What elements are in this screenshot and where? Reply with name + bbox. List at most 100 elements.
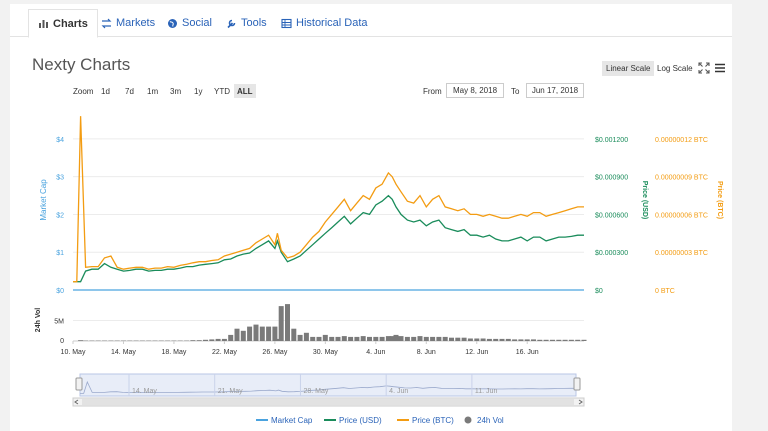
tab-charts[interactable]: Charts [28, 9, 98, 38]
volume-bar [512, 339, 518, 341]
x-axis-tick: 22. May [212, 349, 237, 356]
volume-bar [480, 338, 486, 341]
navigator-tick: 14. May [132, 388, 157, 395]
fullscreen-icon[interactable] [698, 62, 710, 74]
zoom-all-button[interactable]: ALL [234, 84, 256, 98]
to-date-input[interactable]: Jun 17, 2018 [526, 83, 584, 98]
left-axis-tick: $1 [56, 250, 64, 257]
volume-bar [499, 338, 505, 341]
scroll-left-arrow-icon [74, 399, 79, 405]
volume-bar [556, 339, 562, 341]
volume-bar [373, 336, 379, 341]
volume-bar [234, 328, 240, 341]
btc-axis-tick: 0.00000006 BTC [655, 212, 708, 219]
volume-bar [423, 336, 429, 341]
volume-bar [285, 304, 290, 341]
from-label: From [423, 87, 442, 96]
volume-bar [568, 339, 574, 341]
zoom-7d-button[interactable]: 7d [125, 86, 134, 96]
volume-bar [341, 336, 347, 341]
volume-bar [278, 306, 284, 341]
volume-bar [240, 330, 246, 342]
volume-axis-tick: 0 [60, 338, 64, 345]
zoom-1m-button[interactable]: 1m [147, 86, 159, 96]
volume-bar [436, 336, 442, 341]
navigator-tick: 21. May [218, 388, 243, 395]
zoom-1y-button[interactable]: 1y [194, 86, 203, 96]
page-title: Nexty Charts [32, 55, 131, 74]
volume-bar [228, 334, 234, 341]
volume-bar [322, 334, 328, 341]
tab-label: Historical Data [296, 17, 368, 29]
volume-axis-tick: 5M [54, 319, 64, 326]
tab-label: Charts [53, 17, 88, 30]
zoom-3m-button[interactable]: 3m [170, 86, 182, 96]
log-scale-button[interactable]: Log Scale [657, 64, 693, 73]
tab-label: Social [182, 17, 212, 29]
wrench-icon [227, 19, 236, 28]
legend-item[interactable]: 24h Vol [477, 416, 504, 425]
left-axis-title: Market Cap [39, 179, 48, 221]
volume-bar [310, 336, 316, 341]
volume-bar [449, 337, 454, 341]
usd-axis-tick: $0 [595, 288, 603, 295]
volume-bar [537, 339, 543, 341]
btc-axis-tick: 0 BTC [655, 288, 675, 295]
volume-axis-title: 24h Vol [35, 308, 42, 332]
x-axis-tick: 4. Jun [366, 349, 385, 356]
volume-bar [190, 340, 196, 341]
volume-bar [209, 339, 215, 341]
btc-axis-tick: 0.00000009 BTC [655, 175, 708, 182]
volume-bar [316, 336, 322, 341]
navigator-tick: 28. May [303, 388, 328, 395]
volume-bar [581, 339, 587, 341]
navigator-left-handle[interactable] [75, 377, 83, 391]
tab-social[interactable]: Social [158, 9, 221, 37]
from-date-input[interactable]: May 8, 2018 [446, 83, 504, 98]
legend-item[interactable]: Price (BTC) [412, 416, 454, 425]
btc-axis-tick: 0.00000003 BTC [655, 250, 708, 257]
tab-label: Tools [241, 17, 267, 29]
left-axis-tick: $0 [56, 288, 64, 295]
x-axis-tick: 30. May [313, 349, 338, 356]
volume-bar [531, 339, 536, 341]
volume-bar [562, 339, 568, 341]
x-axis-tick: 12. Jun [465, 349, 488, 356]
usd-axis-tick: $0.001200 [595, 137, 628, 144]
volume-bar [543, 339, 549, 341]
volume-bar [348, 336, 354, 341]
volume-bar [474, 338, 480, 341]
left-axis-tick: $4 [56, 137, 64, 144]
usd-axis-tick: $0.000300 [595, 250, 628, 257]
volume-bar [266, 326, 272, 341]
volume-bar [367, 336, 372, 341]
volume-bar [78, 340, 84, 341]
tab-tools[interactable]: Tools [217, 9, 276, 37]
x-axis-tick: 8. Jun [417, 349, 436, 356]
volume-bar [329, 336, 335, 341]
zoom-1d-button[interactable]: 1d [101, 86, 110, 96]
left-axis-tick: $3 [56, 175, 64, 182]
volume-bar [303, 332, 309, 341]
x-axis-tick: 10. May [61, 349, 86, 356]
navigator-right-handle[interactable] [573, 377, 581, 391]
linear-scale-button[interactable]: Linear Scale [602, 61, 655, 76]
exchange-arrows-icon [101, 18, 112, 28]
bar-chart-icon [39, 20, 48, 28]
legend-item[interactable]: Market Cap [271, 416, 313, 425]
tab-markets[interactable]: Markets [92, 9, 164, 37]
volume-bar [291, 328, 297, 341]
volume-bar [259, 326, 265, 341]
legend-swatch [464, 416, 472, 424]
legend-item[interactable]: Price (USD) [339, 416, 382, 425]
zoom-ytd-button[interactable]: YTD [214, 86, 230, 96]
x-axis-tick: 14. May [111, 349, 136, 356]
price-btc-line [73, 116, 584, 283]
globe-icon [168, 18, 177, 28]
menu-icon[interactable] [714, 62, 726, 74]
volume-bar [505, 338, 511, 341]
tab-historical-data[interactable]: Historical Data [272, 9, 377, 37]
usd-axis-tick: $0.000600 [595, 212, 628, 219]
volume-bar [385, 336, 391, 341]
